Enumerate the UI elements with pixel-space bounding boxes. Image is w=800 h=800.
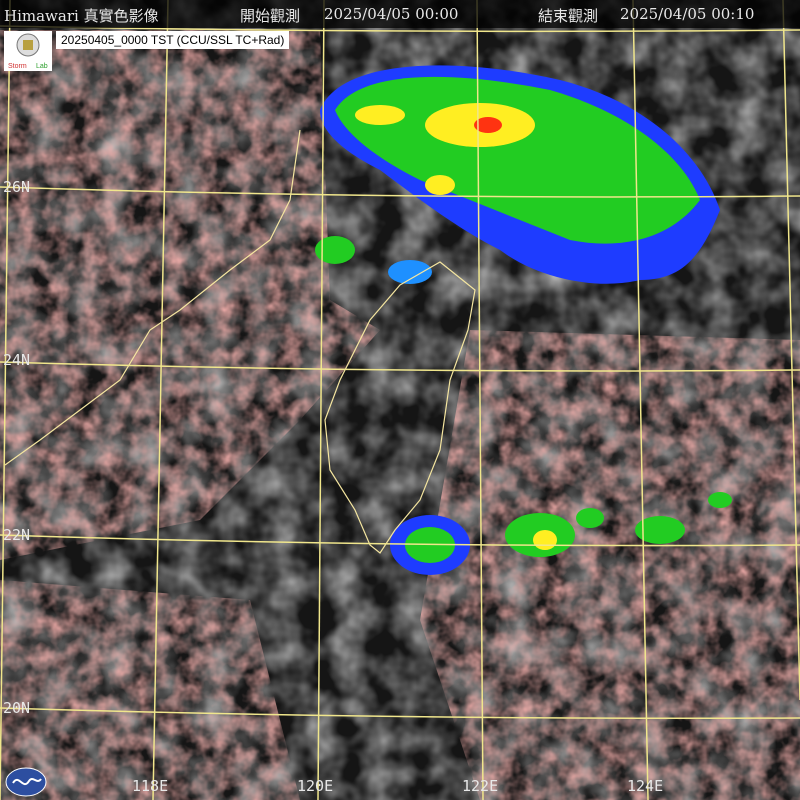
svg-text:Storm: Storm <box>8 63 27 70</box>
end-label: 結束觀測 <box>538 7 599 25</box>
svg-text:Lab: Lab <box>36 63 48 70</box>
start-label: 開始觀測 <box>240 7 301 25</box>
lat-label-24n: 24N <box>3 351 31 369</box>
lon-label-122e: 122E <box>462 777 499 795</box>
coastline <box>4 129 476 554</box>
lab-logo: Storm Lab <box>4 31 52 71</box>
lon-label-118e: 118E <box>132 777 169 795</box>
end-time: 2025/04/05 00:10 <box>620 5 755 23</box>
lat-label-26n: 26N <box>3 178 31 196</box>
cwa-logo <box>5 767 47 797</box>
start-time: 2025/04/05 00:00 <box>324 5 459 23</box>
lat-label-22n: 22N <box>3 526 31 544</box>
lon-label-124e: 124E <box>627 777 664 795</box>
lat-label-20n: 20N <box>3 699 31 717</box>
title: Himawari 真實色影像 <box>4 7 159 25</box>
product-label: 20250405_0000 TST (CCU/SSL TC+Rad) <box>56 31 290 49</box>
lon-label-120e: 120E <box>297 777 334 795</box>
header-bar: Himawari 真實色影像 開始觀測 2025/04/05 00:00 結束觀… <box>0 0 800 28</box>
